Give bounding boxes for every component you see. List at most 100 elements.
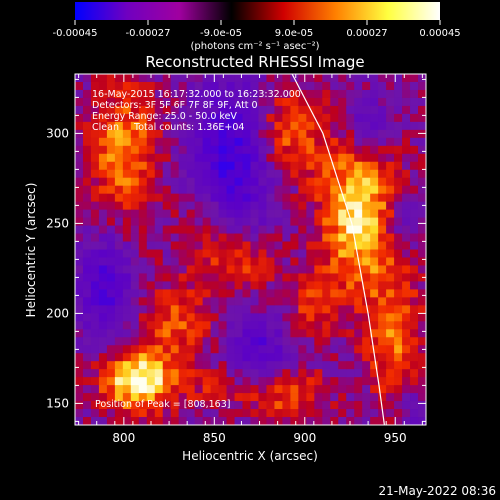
heatmap-cell — [346, 321, 355, 330]
heatmap-cell — [138, 409, 148, 418]
heatmap-cell — [394, 113, 403, 123]
heatmap-cell — [130, 249, 140, 258]
heatmap-cell — [322, 201, 331, 211]
heatmap-cell — [386, 193, 395, 203]
heatmap-cell — [410, 201, 419, 211]
heatmap-cell — [330, 129, 339, 139]
heatmap-cell — [386, 121, 395, 131]
heatmap-cell — [234, 329, 243, 338]
heatmap-cell — [138, 369, 148, 378]
heatmap-cell — [266, 337, 275, 346]
heatmap-cell — [402, 129, 411, 139]
heatmap-cell — [202, 369, 212, 378]
heatmap-cell — [410, 313, 419, 322]
heatmap-cell — [242, 297, 251, 306]
heatmap-cell — [122, 209, 132, 218]
heatmap-cell — [314, 193, 323, 203]
heatmap-cell — [250, 169, 259, 179]
heatmap-cell — [250, 273, 259, 282]
heatmap-cell — [82, 257, 92, 266]
heatmap-cell — [218, 121, 227, 131]
heatmap-cell — [194, 345, 204, 354]
heatmap-cell — [210, 201, 219, 211]
heatmap-cell — [130, 89, 140, 99]
heatmap-cell — [258, 105, 267, 115]
heatmap-cell — [178, 209, 188, 218]
heatmap-cell — [202, 273, 212, 282]
heatmap-cell — [410, 401, 419, 410]
heatmap-cell — [138, 193, 148, 203]
heatmap-cell — [346, 265, 355, 274]
heatmap-cell — [298, 177, 307, 187]
heatmap-cell — [274, 289, 283, 298]
heatmap-cell — [106, 129, 116, 139]
heatmap-cell — [130, 217, 140, 226]
heatmap-cell — [106, 74, 116, 83]
heatmap-cell — [290, 233, 299, 242]
heatmap-cell — [306, 265, 315, 274]
heatmap-cell — [178, 289, 188, 298]
heatmap-cell — [106, 233, 116, 242]
heatmap-cell — [202, 153, 212, 163]
heatmap-cell — [194, 369, 204, 378]
heatmap-cell — [402, 225, 411, 234]
heatmap-cell — [138, 81, 148, 91]
heatmap-cell — [162, 233, 172, 242]
heatmap-cell — [290, 361, 299, 370]
heatmap-cell — [90, 97, 100, 107]
heatmap-cell — [194, 241, 204, 250]
heatmap-cell — [202, 209, 212, 218]
heatmap-cell — [402, 233, 411, 242]
heatmap-cell — [90, 201, 100, 211]
heatmap-cell — [162, 74, 172, 83]
heatmap-cell — [122, 337, 132, 346]
info-line-clean: Clean Total counts: 1.36E+04 — [92, 122, 244, 133]
heatmap-cell — [322, 113, 331, 123]
heatmap-cell — [258, 217, 267, 226]
heatmap-cell — [194, 257, 204, 266]
heatmap-cell — [226, 369, 235, 378]
heatmap-cell — [282, 249, 291, 258]
heatmap-cell — [314, 377, 323, 386]
heatmap-cell — [354, 377, 363, 386]
heatmap-cell — [250, 313, 259, 322]
heatmap-cell — [154, 345, 164, 354]
heatmap-cell — [186, 113, 196, 123]
heatmap-cell — [138, 209, 148, 218]
heatmap-cell — [122, 353, 132, 362]
heatmap-cell — [402, 74, 411, 83]
heatmap-cell — [162, 273, 172, 282]
heatmap-cell — [258, 329, 267, 338]
heatmap-cell — [274, 113, 283, 123]
heatmap-cell — [114, 153, 124, 163]
heatmap-cell — [234, 353, 243, 362]
heatmap-cell — [82, 161, 92, 171]
heatmap-cell — [322, 185, 331, 195]
heatmap-cell — [75, 345, 84, 354]
heatmap-cell — [106, 97, 116, 107]
heatmap-cell — [122, 369, 132, 378]
heatmap-cell — [290, 185, 299, 195]
heatmap-cell — [394, 281, 403, 290]
heatmap-cell — [370, 169, 379, 179]
heatmap-cell — [146, 369, 156, 378]
heatmap-cell — [370, 305, 379, 314]
heatmap-cell — [274, 401, 283, 410]
heatmap-cell — [114, 129, 124, 139]
heatmap-cell — [114, 121, 124, 131]
heatmap-cell — [346, 97, 355, 107]
heatmap-cell — [186, 281, 196, 290]
heatmap-cell — [410, 385, 419, 394]
heatmap-cell — [338, 385, 347, 394]
heatmap-cell — [82, 129, 92, 139]
heatmap-cell — [290, 321, 299, 330]
heatmap-cell — [330, 193, 339, 203]
heatmap-cell — [346, 369, 355, 378]
heatmap-cell — [330, 337, 339, 346]
heatmap-cell — [370, 377, 379, 386]
heatmap-cell — [178, 74, 188, 83]
heatmap-cell — [330, 273, 339, 282]
heatmap-cell — [122, 321, 132, 330]
heatmap-cell — [130, 409, 140, 418]
heatmap-cell — [266, 345, 275, 354]
